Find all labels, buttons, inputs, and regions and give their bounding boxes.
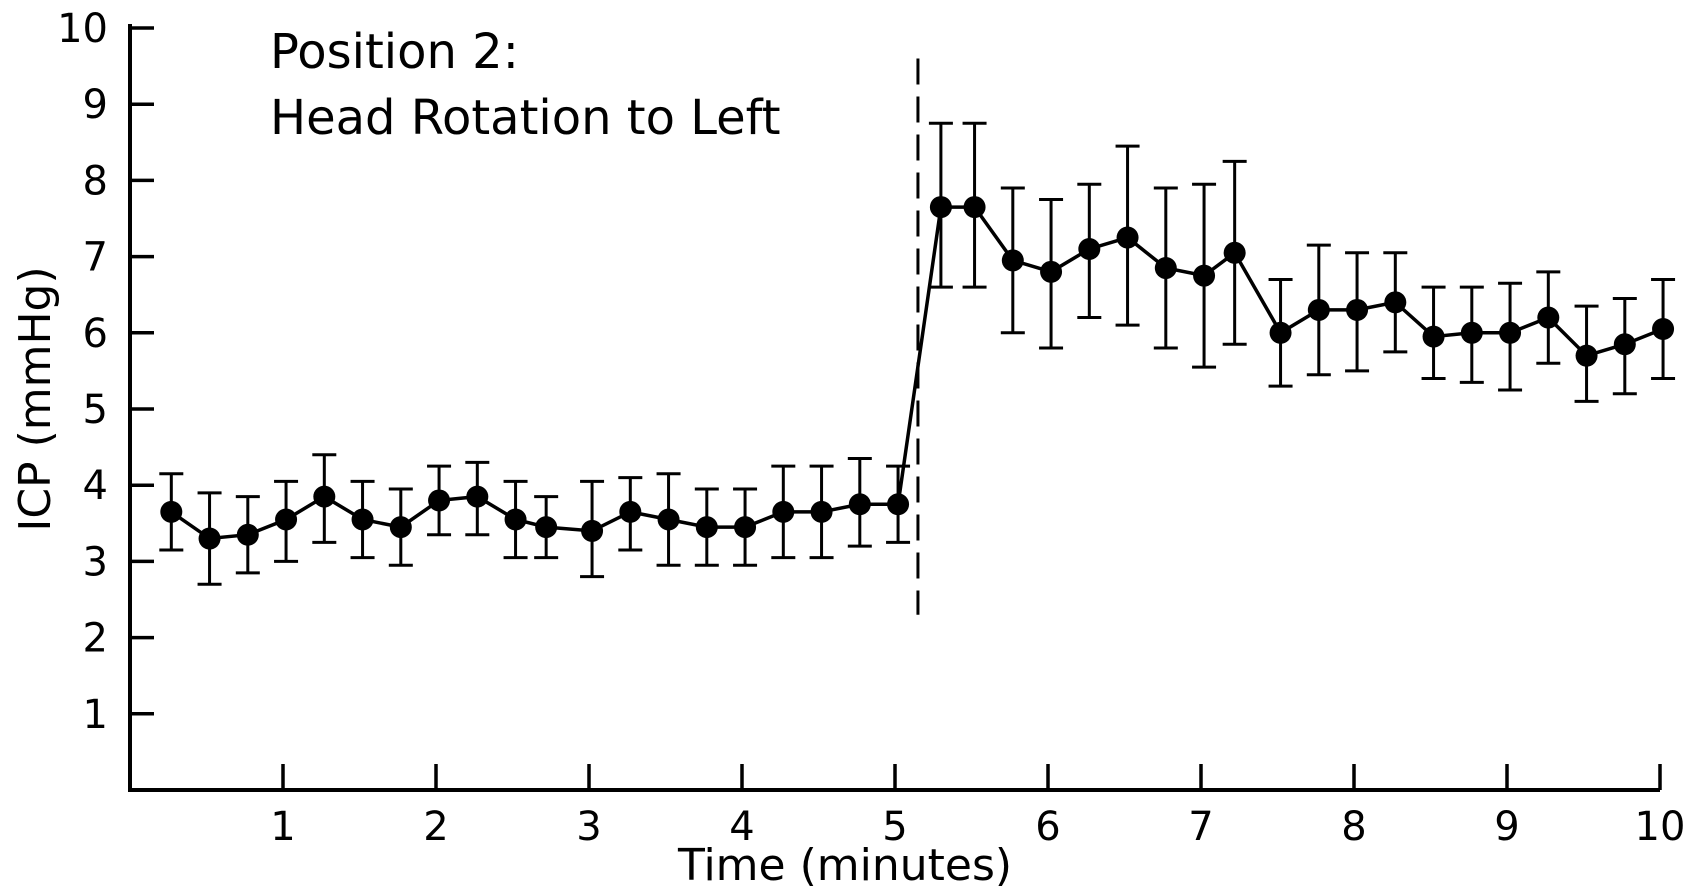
data-point — [1499, 321, 1522, 344]
y-tick-label: 4 — [83, 463, 108, 509]
x-tick-label: 6 — [1035, 804, 1060, 850]
data-point — [1040, 260, 1063, 283]
plot-area: 1 2 3 4 5 6 7 8 9 10 1 2 3 4 5 6 7 8 9 10 — [57, 6, 1685, 850]
data-point — [275, 508, 298, 531]
data-point — [1575, 344, 1598, 367]
data-point — [1116, 226, 1139, 249]
data-point — [1384, 291, 1407, 314]
data-point — [535, 516, 558, 539]
data-point — [810, 500, 833, 523]
x-axis-label: Time (minutes) — [677, 840, 1012, 891]
data-point — [1001, 249, 1024, 272]
series-line — [170, 205, 1664, 541]
data-point — [428, 489, 451, 512]
data-point — [734, 516, 757, 539]
data-point — [1193, 264, 1216, 287]
y-tick-label: 6 — [83, 311, 108, 357]
x-tick-label: 9 — [1494, 804, 1519, 850]
data-point — [198, 527, 221, 550]
data-point — [389, 516, 412, 539]
data-point — [1346, 298, 1369, 321]
data-point — [1223, 241, 1246, 264]
y-tick-label: 5 — [83, 387, 108, 433]
data-point — [504, 508, 527, 531]
x-tick-label: 7 — [1188, 804, 1213, 850]
x-tick-label: 3 — [576, 804, 601, 850]
data-point — [1460, 321, 1483, 344]
x-tick-label: 5 — [882, 804, 907, 850]
x-tick-label: 10 — [1635, 804, 1686, 850]
data-point — [695, 516, 718, 539]
data-point — [887, 493, 910, 516]
data-point — [929, 196, 952, 219]
data-point — [466, 485, 489, 508]
data-point — [657, 508, 680, 531]
data-point — [160, 500, 183, 523]
data-point — [1269, 321, 1292, 344]
data-point — [581, 519, 604, 542]
data-point — [1154, 257, 1177, 280]
y-tick-label: 10 — [57, 6, 108, 52]
data-point — [619, 500, 642, 523]
y-tick-label: 8 — [83, 158, 108, 204]
data-point — [963, 196, 986, 219]
x-tick-label: 4 — [729, 804, 754, 850]
data-point — [236, 523, 259, 546]
data-point — [1537, 306, 1560, 329]
y-axis-label: ICP (mmHg) — [10, 266, 61, 531]
y-tick-label: 9 — [83, 82, 108, 128]
y-ticks: 1 2 3 4 5 6 7 8 9 10 — [57, 6, 154, 738]
y-tick-label: 7 — [83, 235, 108, 281]
data-point — [1078, 237, 1101, 260]
x-tick-label: 1 — [270, 804, 295, 850]
y-tick-label: 2 — [83, 616, 108, 662]
data-point — [1613, 333, 1636, 356]
data-points — [160, 196, 1675, 550]
data-point — [1422, 325, 1445, 348]
annotation-line-1: Position 2: — [270, 24, 519, 80]
data-point — [351, 508, 374, 531]
x-tick-label: 2 — [423, 804, 448, 850]
data-point — [1307, 298, 1330, 321]
y-tick-label: 3 — [83, 539, 108, 585]
data-point — [772, 500, 795, 523]
data-point — [1652, 317, 1675, 340]
x-tick-label: 8 — [1341, 804, 1366, 850]
data-point — [313, 485, 336, 508]
y-tick-label: 1 — [83, 692, 108, 738]
x-ticks: 1 2 3 4 5 6 7 8 9 10 — [270, 764, 1685, 850]
data-point — [848, 493, 871, 516]
annotation-line-2: Head Rotation to Left — [270, 90, 781, 146]
